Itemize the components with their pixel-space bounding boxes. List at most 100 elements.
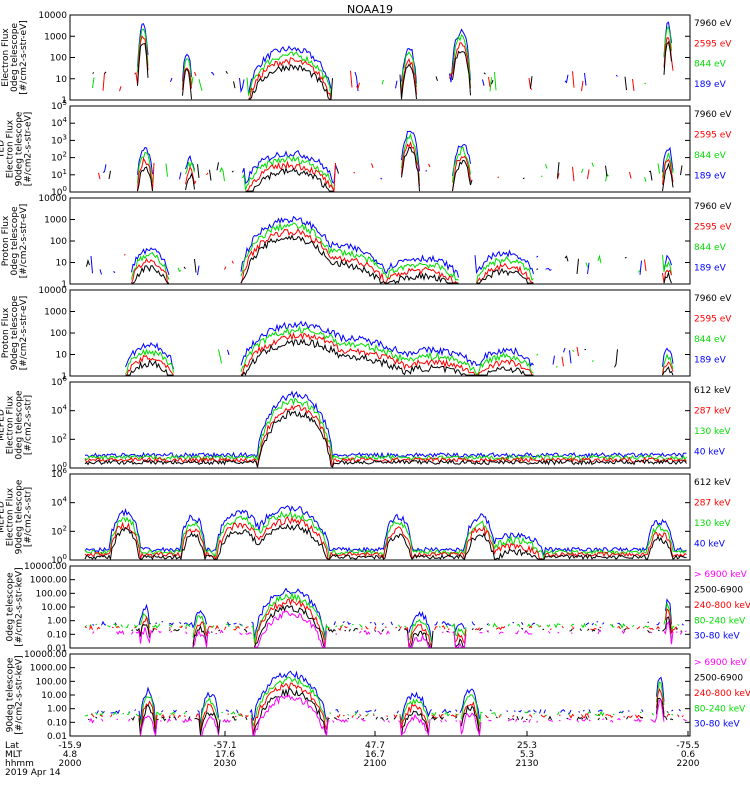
y-axis-label-line: [#/cm2-s-str-eV]: [24, 112, 34, 187]
x-tick-label-mlt: 5.3: [520, 750, 534, 760]
y-tick-label: 1: [61, 96, 67, 106]
y-tick-label: 100: [50, 329, 67, 339]
panel-3: 1 10 100 1000 10000 Proton Flux0deg telescope…: [1, 194, 732, 290]
y-tick-label: 106: [51, 375, 67, 388]
series-line-blue: [125, 320, 674, 370]
y-tick-label: 10: [56, 75, 68, 85]
series-line-blue: [84, 505, 687, 556]
y-tick-label: 1000: [44, 308, 67, 318]
y-tick-label: 102: [51, 524, 67, 537]
y-tick-label: 10.00: [41, 691, 67, 701]
y-axis-label: 0deg telescope[#/cm2-s-str-keV]: [6, 567, 25, 646]
y-tick-label: 106: [51, 467, 67, 480]
y-axis-label: 90deg telescope[#/cm2-s-str-keV]: [6, 655, 25, 734]
y-axis-label-line: [#/cm2-s-str-eV]: [19, 296, 29, 371]
legend-entry: 7960 eV: [694, 202, 732, 212]
y-tick-label-base: 10: [51, 102, 63, 112]
series-line-red: [85, 599, 687, 647]
legend-entry: 612 keV: [694, 386, 731, 396]
panel-frame: [69, 565, 691, 649]
series-line-green: [138, 135, 680, 190]
panel-frame: [69, 381, 691, 469]
series-line-blue: [92, 587, 684, 642]
y-tick-label: 1000: [44, 216, 67, 226]
y-tick-label-exp: 6: [63, 375, 68, 383]
series-line-blue: [84, 390, 687, 459]
y-axis-label: Electron Flux0deg telescope[#/cm2-s-str-…: [1, 20, 29, 95]
y-tick-label: 100: [51, 185, 67, 198]
y-tick-label-base: 10: [51, 435, 63, 445]
x-tick-label-mlt: 0.6: [681, 750, 696, 760]
legend-entry: 2595 eV: [694, 131, 732, 141]
y-tick-label-base: 10: [51, 378, 63, 388]
panel-7: 0.010.101.0010.00100.001000.0010000.000d…: [6, 562, 750, 654]
y-tick-label: 103: [51, 133, 67, 146]
legend-entry: 2595 eV: [694, 39, 732, 49]
y-tick-label: 10000.00: [24, 650, 67, 660]
y-tick-label-base: 10: [51, 527, 63, 537]
series-line-green: [92, 25, 672, 98]
x-axis-row-label: MLT: [5, 750, 23, 760]
x-tick-label-lat: -57.1: [213, 741, 236, 751]
y-axis-label-line: [#/cm2-s-str-keV]: [15, 567, 25, 646]
y-axis-label-line: 90deg telescope: [6, 657, 16, 732]
y-axis-label-line: MEPED: [0, 501, 7, 533]
y-tick-label: 10000: [38, 194, 67, 204]
y-tick-label: 1000: [44, 32, 67, 42]
legend-entry: 240-800 keV: [694, 689, 750, 699]
y-tick-label: 10: [56, 351, 68, 361]
y-axis-label: Proton Flux0deg telescope[#/cm2-s-str-eV…: [1, 204, 29, 279]
y-tick-label: 100: [51, 553, 67, 566]
legend-entry: 844 eV: [694, 60, 727, 70]
y-tick-label: 1: [61, 372, 67, 382]
y-axis-label: Proton Flux90deg telescope[#/cm2-s-str-e…: [1, 295, 29, 370]
legend-entry: 844 eV: [694, 335, 727, 345]
y-axis-label-line: 90deg telescope: [10, 295, 20, 370]
y-tick-label: 10.00: [41, 603, 67, 613]
y-tick-label-exp: 2: [63, 151, 67, 159]
y-tick-label-base: 10: [51, 464, 63, 474]
y-axis-label-line: [#/cm2-s-str-eV]: [19, 20, 29, 95]
panel-frame: [69, 105, 691, 193]
legend-entry: > 6900 keV: [694, 570, 748, 580]
y-tick-label-exp: 4: [63, 116, 68, 124]
series-line-green: [132, 223, 686, 283]
series-line-green: [85, 593, 684, 643]
y-axis-label-line: [#/cm2-s-str-eV]: [19, 204, 29, 279]
y-axis-label-line: 90deg telescope: [15, 479, 25, 554]
y-tick-label: 10000: [38, 286, 67, 296]
legend-entry: 189 eV: [694, 80, 727, 90]
series-line-green: [84, 397, 687, 461]
series-line-blue: [97, 671, 687, 726]
legend-entry: 40 keV: [694, 448, 726, 458]
panel-frame: [69, 197, 691, 285]
x-tick-label-lat: 25.3: [517, 741, 537, 751]
series-line-green: [85, 677, 687, 728]
y-axis-label-line: MEPED: [0, 409, 7, 441]
y-tick-label-exp: 0: [63, 553, 67, 561]
x-tick-label-hhmm: 2100: [364, 759, 387, 769]
y-axis-label: TEDElectron Flux90deg telescope[#/cm2-s-…: [0, 111, 34, 186]
panel-4: 1 10 100 1000 10000 Proton Flux90deg telescop…: [1, 286, 732, 382]
legend-entry: 2500-6900: [694, 673, 743, 683]
panel-8: 0.010.101.0010.00100.001000.0010000.0090…: [6, 650, 750, 742]
y-axis-label-line: [#/cm2-s-str]: [24, 395, 34, 455]
y-tick-label-base: 10: [51, 171, 63, 181]
y-axis-label-line: Electron Flux: [1, 28, 11, 87]
legend-entry: 189 eV: [694, 172, 727, 182]
x-tick-label-hhmm: 2130: [516, 759, 539, 769]
series-line-red: [91, 683, 687, 735]
y-tick-label-base: 10: [51, 119, 63, 129]
y-axis-label-line: Electron Flux: [6, 119, 16, 178]
panel-1: 1 10 100 1000 10000 Electron Flux0deg telesco…: [1, 11, 732, 106]
legend-entry: 130 keV: [694, 519, 731, 529]
legend-entry: 40 keV: [694, 540, 726, 550]
legend-entry: 7960 eV: [694, 294, 732, 304]
series-line-blue: [102, 130, 674, 185]
y-axis-label-line: Electron Flux: [6, 395, 16, 454]
legend-entry: 844 eV: [694, 243, 727, 253]
series-line-green: [84, 510, 687, 560]
legend-entry: 612 keV: [694, 478, 731, 488]
y-tick-label: 0.10: [47, 630, 67, 640]
